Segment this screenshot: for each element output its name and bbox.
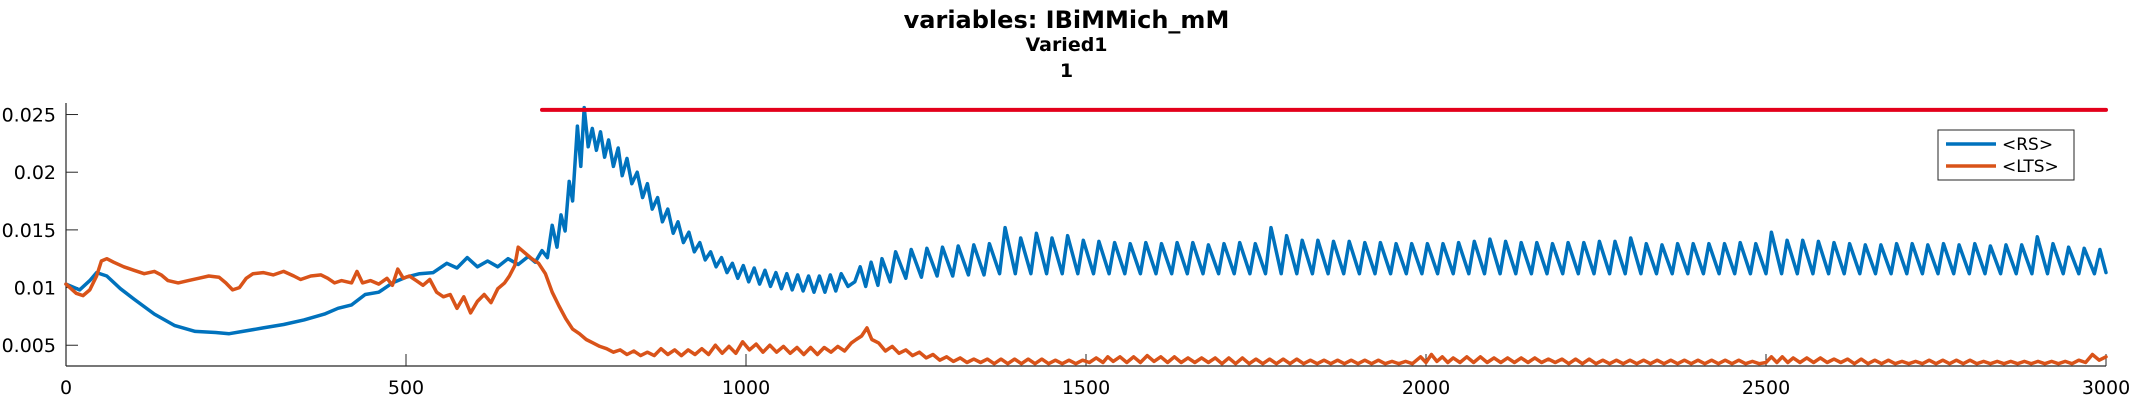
x-tick-label: 1000	[722, 377, 770, 399]
chart-subtitle-2: 1	[1059, 60, 1074, 82]
x-tick-label: 3000	[2082, 377, 2130, 399]
series-line-lts	[64, 245, 2108, 366]
chart-ticks: 0 500 1000 1500 2000 2500 3000 0.005 0.01 0.015 0.…	[2, 105, 2131, 399]
y-tick-label: 0.01	[14, 278, 56, 300]
series-line-rs	[64, 105, 2108, 336]
x-tick-label: 2500	[1742, 377, 1790, 399]
x-tick-label: 1500	[1062, 377, 1110, 399]
chart-axes	[65, 103, 2106, 367]
x-tick-label: 500	[388, 377, 424, 399]
chart-title: variables: IBiMMich_mM	[903, 6, 1230, 34]
chart-series	[64, 105, 2108, 366]
y-tick-label: 0.025	[2, 105, 56, 127]
legend-label: <RS>	[2002, 135, 2053, 155]
chart-subtitle: Varied1	[1025, 34, 1108, 56]
legend-label: <LTS>	[2002, 157, 2059, 177]
y-tick-label: 0.005	[2, 335, 56, 357]
x-tick-label: 2000	[1402, 377, 1450, 399]
x-tick-label: 0	[60, 377, 72, 399]
y-tick-label: 0.02	[14, 162, 56, 184]
chart-legend: <RS><LTS>	[1937, 129, 2075, 181]
legend-box	[1937, 129, 2075, 181]
y-tick-label: 0.015	[2, 220, 56, 242]
